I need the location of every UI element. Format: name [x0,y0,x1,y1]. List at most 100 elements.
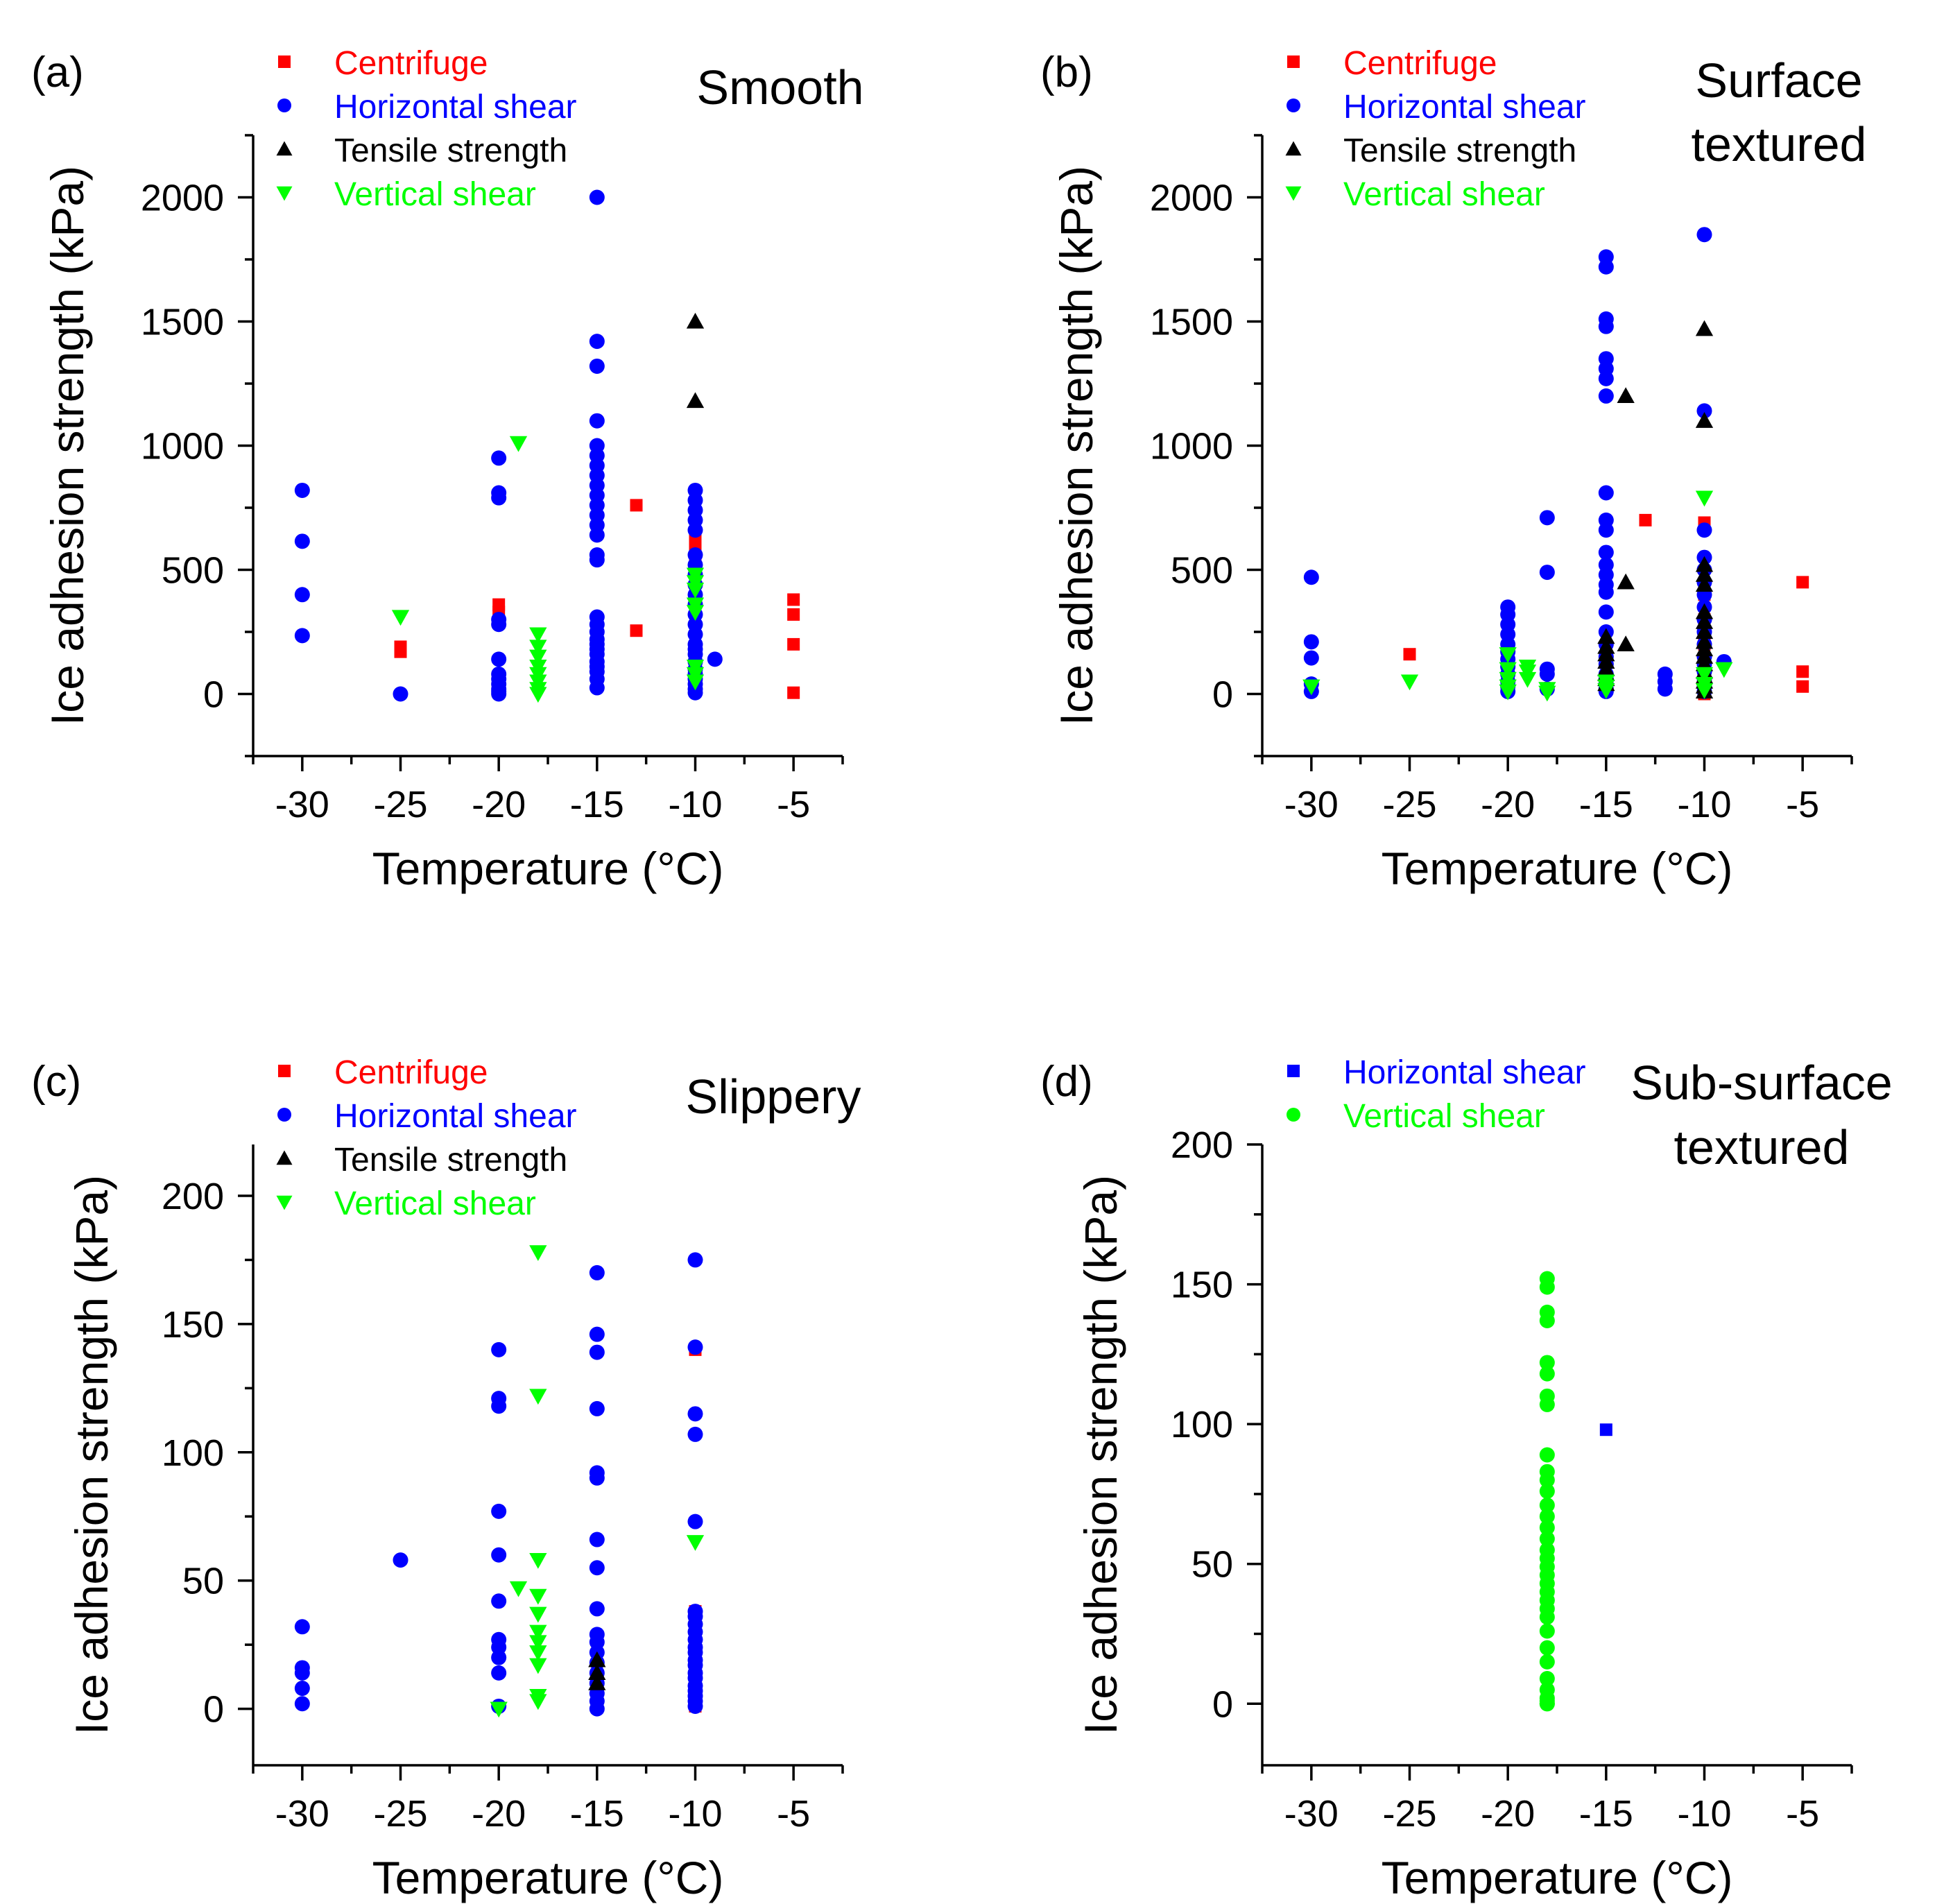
data-point-horizontal-shear [589,1532,605,1547]
legend-label: Horizontal shear [334,89,577,126]
legend: Centrifuge Horizontal shear Tensile streng… [1285,45,1586,213]
data-point-horizontal-shear [589,1344,605,1360]
x-tick-label: -5 [1786,1793,1819,1835]
y-tick-label: 0 [1212,674,1233,716]
y-axis-title: Ice adhesion strength (kPa) [1051,166,1102,726]
y-tick-label: 200 [1171,1124,1233,1166]
data-points [294,189,800,703]
data-point-vertical-shear [686,583,705,599]
data-point-vertical-shear [509,436,528,452]
x-tick-label: -10 [668,1793,722,1835]
data-point-vertical-shear [509,1581,528,1597]
data-point-horizontal-shear [1598,388,1614,404]
data-point-tensile-strength [686,392,705,409]
legend-marker [277,98,291,112]
x-axis-title: Temperature (°C) [1382,1852,1733,1903]
y-tick-label: 1500 [141,302,224,343]
y-tick-label: 150 [162,1304,224,1346]
data-point-horizontal-shear [589,680,605,696]
data-point-vertical-shear [529,1624,547,1641]
data-point-vertical-shear [529,1245,547,1261]
legend-label: Centrifuge [1343,45,1497,82]
data-point-horizontal-shear [1598,259,1614,275]
data-point-tensile-strength [1695,412,1714,428]
data-point-centrifuge [787,608,800,621]
data-point-horizontal-shear [1598,544,1614,560]
y-tick-label: 500 [1171,550,1233,592]
panel-title: Slippery [686,1070,861,1124]
data-point-vertical-shear [1715,662,1733,678]
data-point-vertical-shear [1539,1531,1555,1547]
data-point-vertical-shear [1539,1396,1555,1412]
data-point-horizontal-shear [1598,522,1614,538]
data-point-horizontal-shear [1303,634,1319,650]
data-point-vertical-shear [1539,1279,1555,1295]
data-point-horizontal-shear [1539,666,1555,682]
data-point-vertical-shear [529,640,547,656]
data-point-vertical-shear [1539,1696,1555,1712]
y-tick-label: 500 [162,550,224,592]
x-tick-label: -20 [1481,1793,1535,1835]
data-point-vertical-shear [1539,1623,1555,1639]
data-point-centrifuge [630,499,643,512]
data-point-vertical-shear [1539,1366,1555,1382]
data-points [294,1245,705,1718]
data-point-horizontal-shear [294,1681,310,1697]
x-axis-title: Temperature (°C) [372,843,724,894]
data-point-vertical-shear [529,627,547,644]
legend-marker [1285,186,1302,201]
data-point-horizontal-shear [1696,227,1712,243]
data-point-centrifuge [787,637,800,651]
data-point-horizontal-shear [491,1547,507,1563]
data-point-vertical-shear [1539,1498,1555,1513]
x-tick-label: -10 [668,784,722,825]
legend-label: Horizontal shear [334,1098,577,1135]
x-tick-label: -25 [1382,1793,1436,1835]
data-points [1302,227,1809,702]
data-point-horizontal-shear [294,628,310,644]
y-tick-label: 0 [203,1689,224,1731]
data-point-tensile-strength [1695,556,1714,572]
data-point-vertical-shear [1539,1483,1555,1499]
data-point-horizontal-shear [491,1593,507,1609]
data-point-centrifuge [1796,576,1809,589]
data-point-horizontal-shear [687,522,703,538]
data-point-vertical-shear [1538,685,1556,702]
x-tick-label: -15 [1579,1793,1633,1835]
panel-title: textured [1674,1120,1850,1174]
data-point-horizontal-shear [491,1665,507,1681]
legend-marker [277,1108,291,1122]
legend-label: Horizontal shear [1343,89,1586,126]
data-point-horizontal-shear [491,1503,507,1519]
data-point-tensile-strength [1695,623,1714,640]
data-point-horizontal-shear [589,1470,605,1486]
panel-title: textured [1692,117,1867,171]
data-point-horizontal-shear [1598,370,1614,386]
data-point-vertical-shear [1499,662,1517,678]
data-point-vertical-shear [1499,684,1517,701]
data-point-horizontal-shear [687,1406,703,1422]
data-point-horizontal-shear [491,490,507,506]
data-point-centrifuge [394,645,407,658]
data-point-horizontal-shear [491,1341,507,1357]
data-point-horizontal-shear [491,1649,507,1665]
data-point-horizontal-shear [589,1264,605,1280]
data-point-horizontal-shear [393,1552,408,1568]
data-point-tensile-strength [686,312,705,329]
data-point-vertical-shear [529,1694,547,1710]
y-tick-label: 1000 [141,426,224,468]
data-point-vertical-shear [1302,679,1320,696]
chart-panel-d: -30 -25 -20 -15 -10 -5 0 50 100 150 200 Temperature… [1040,1054,1893,1903]
data-point-horizontal-shear [687,1513,703,1529]
x-tick-label: -30 [1284,784,1339,825]
y-tick-label: 2000 [141,178,224,219]
data-point-centrifuge [630,624,643,637]
data-point-horizontal-shear [491,450,507,466]
y-tick-label: 0 [1212,1683,1233,1725]
legend-label: Vertical shear [1343,1098,1545,1135]
legend-marker [1287,1065,1300,1077]
legend-marker [276,186,293,201]
y-tick-label: 1500 [1150,302,1233,343]
data-point-vertical-shear [1499,647,1517,663]
x-axis-title: Temperature (°C) [1382,843,1733,894]
